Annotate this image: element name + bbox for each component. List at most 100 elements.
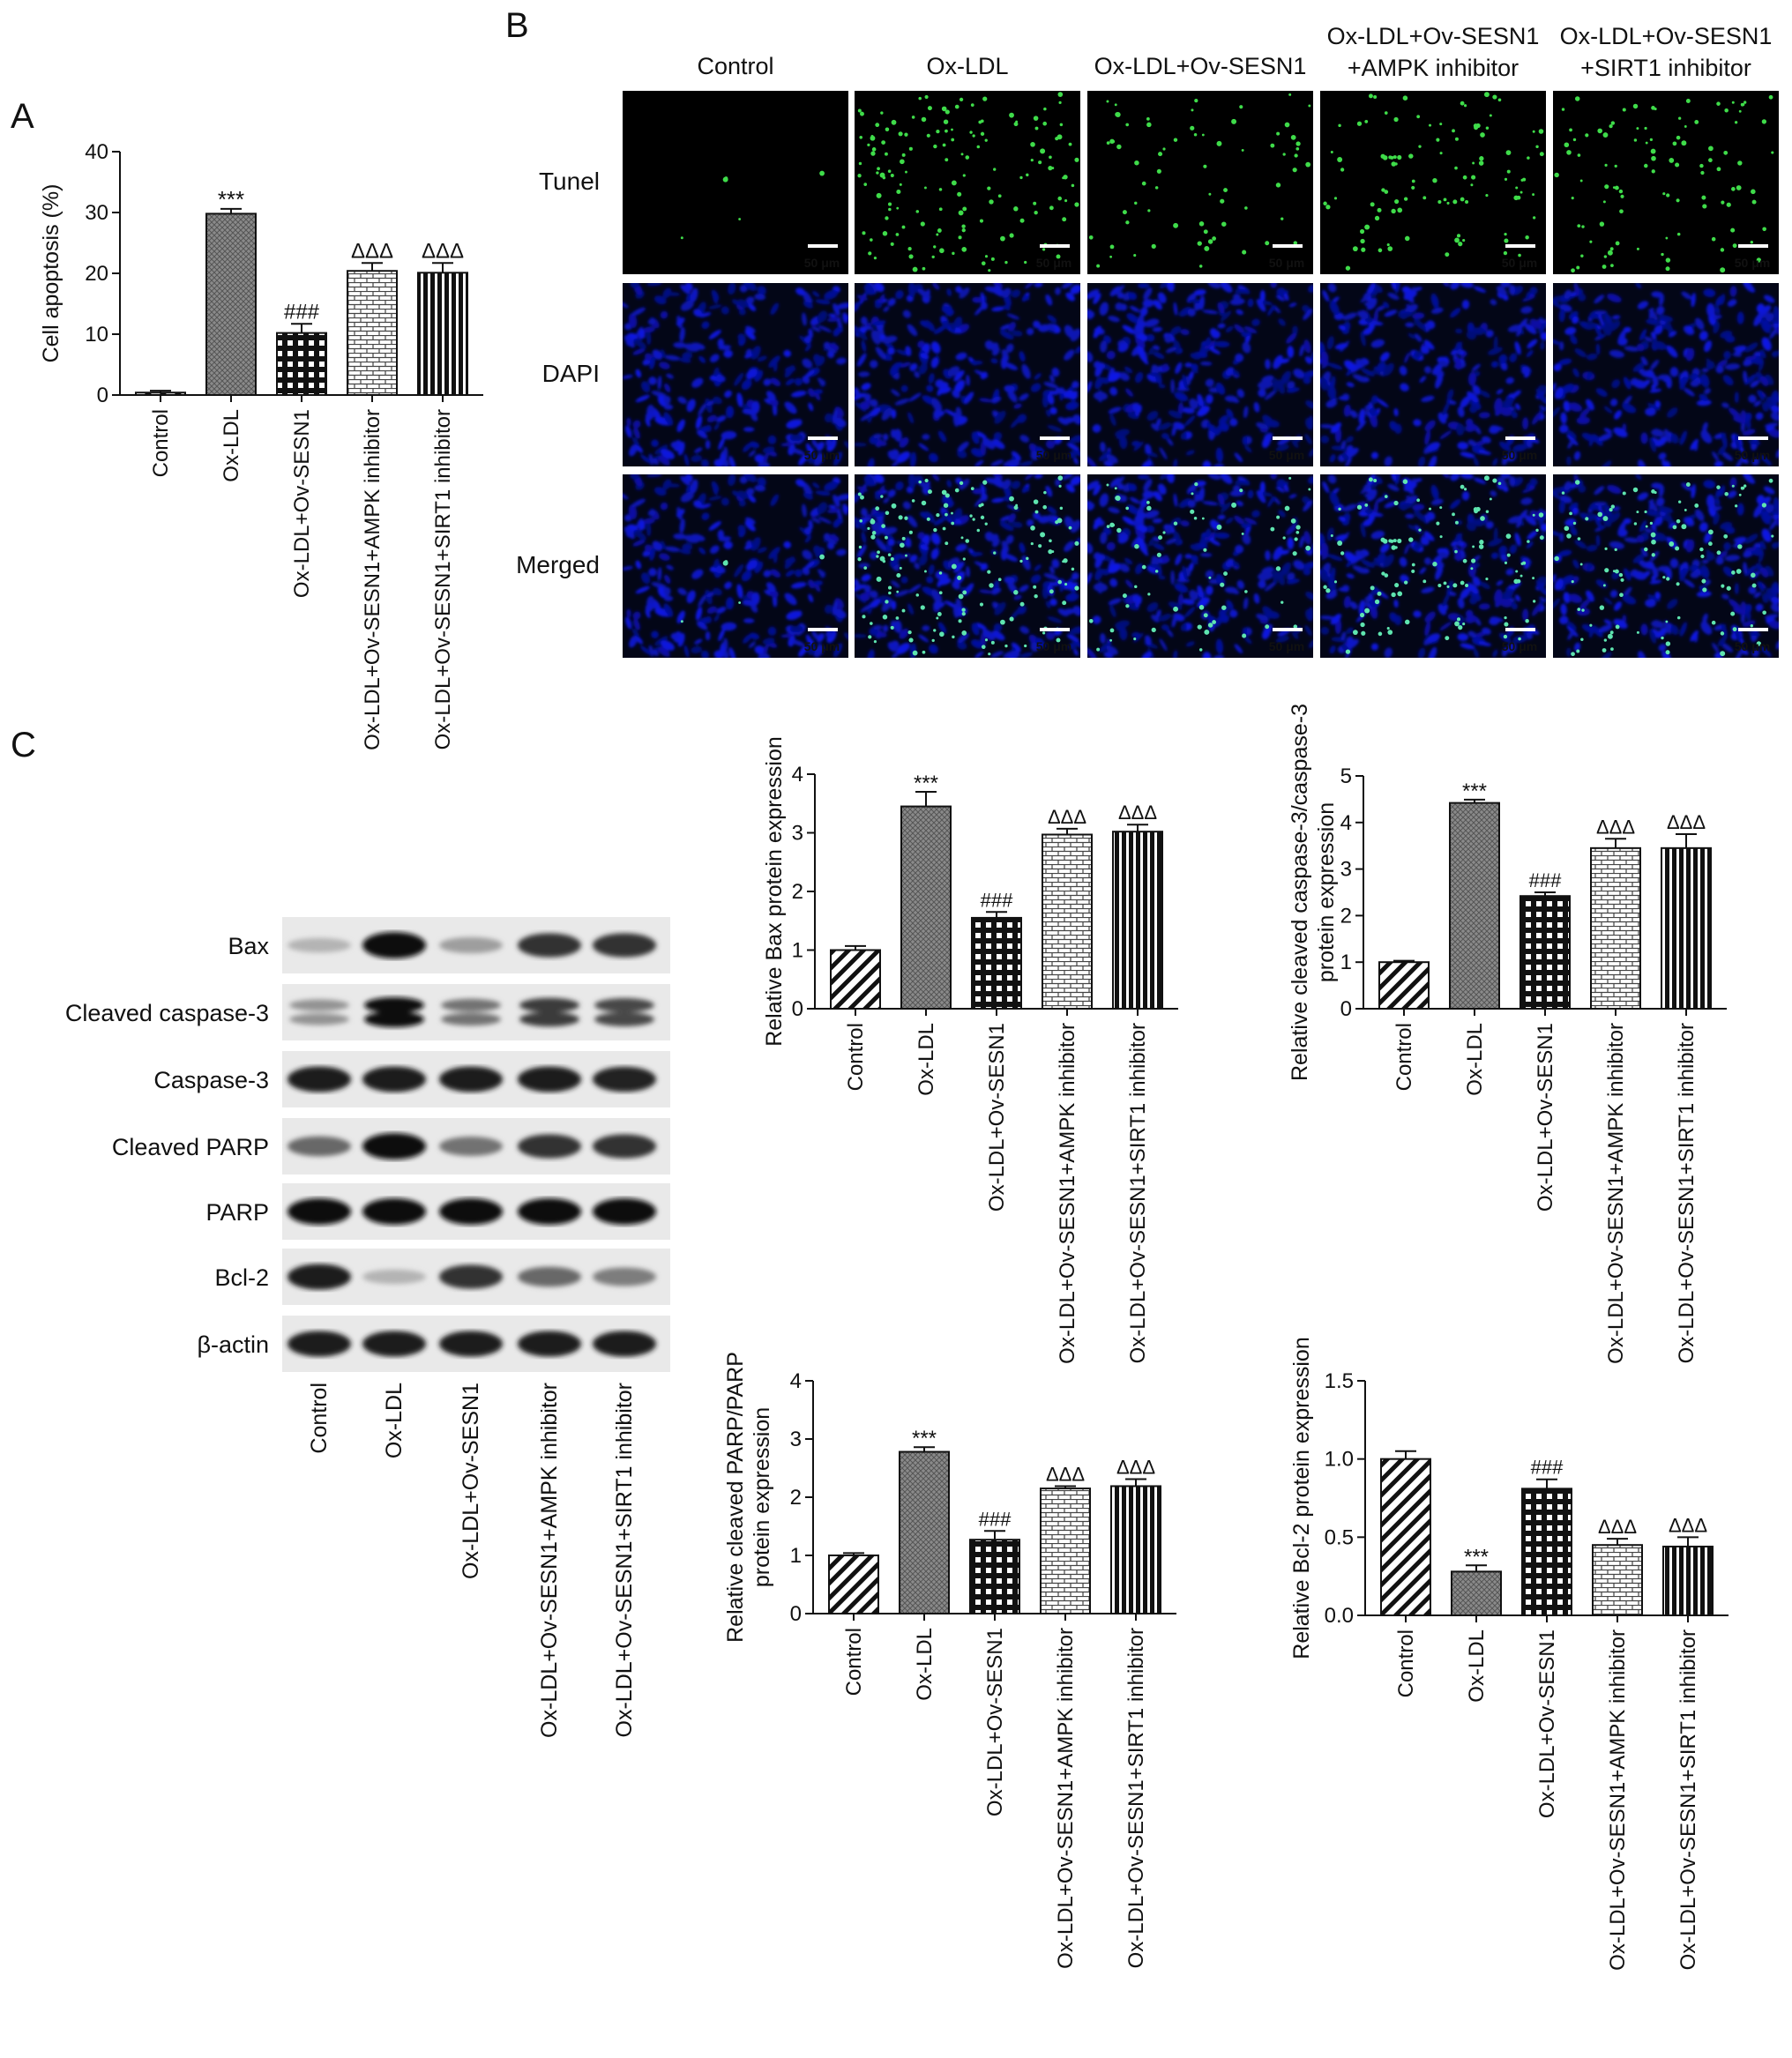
- apoptotic-cell: [965, 155, 970, 160]
- apoptotic-cell: [1603, 255, 1608, 258]
- apoptotic-cell: [1654, 490, 1657, 495]
- apoptotic-cell: [1539, 535, 1544, 541]
- column-header: Ox-LDL+Ov-SESN1: [1094, 53, 1307, 79]
- apoptotic-cell: [1472, 545, 1475, 548]
- apoptotic-cell: [1610, 121, 1616, 125]
- apoptotic-cell: [859, 518, 863, 523]
- apoptotic-cell: [1571, 652, 1575, 657]
- apoptotic-cell: [1325, 588, 1331, 593]
- apoptotic-cell: [1454, 137, 1459, 141]
- apoptotic-cell: [1220, 198, 1225, 204]
- apoptotic-cell: [915, 593, 920, 597]
- apoptotic-cell: [1445, 252, 1450, 257]
- apoptotic-cell: [959, 481, 964, 486]
- apoptotic-cell: [1632, 487, 1639, 493]
- apoptotic-cell: [870, 534, 876, 540]
- bar: [1662, 1545, 1714, 1617]
- apoptotic-cell: [1480, 132, 1485, 138]
- blot-band: [439, 1264, 503, 1289]
- apoptotic-cell: [1724, 108, 1729, 113]
- apoptotic-cell: [819, 170, 825, 176]
- apoptotic-cell: [1649, 138, 1654, 142]
- apoptotic-cell: [1515, 186, 1519, 190]
- apoptotic-cell: [1731, 570, 1736, 575]
- bar: [971, 916, 1022, 1010]
- apoptotic-cell: [1393, 116, 1399, 123]
- apoptotic-cell: [1561, 491, 1565, 495]
- apoptotic-cell: [1203, 229, 1208, 235]
- bar: [1378, 961, 1430, 1010]
- apoptotic-cell: [1532, 577, 1535, 580]
- apoptotic-cell: [857, 492, 862, 496]
- blot-row: [282, 1316, 670, 1372]
- apoptotic-cell: [1632, 103, 1639, 109]
- chart-cell-apoptosis: 0 10 20 30 40 Cell apoptosis (%) Control *** Ox-…: [39, 140, 483, 750]
- apoptotic-cell: [1158, 152, 1163, 157]
- apoptotic-cell: [1058, 101, 1062, 104]
- apoptotic-cell: [1397, 591, 1403, 597]
- apoptotic-cell: [990, 640, 995, 645]
- apoptotic-cell: [1731, 484, 1735, 488]
- scale-bar: [808, 436, 838, 440]
- apoptotic-cell: [1571, 197, 1574, 200]
- blot-row: [282, 1051, 670, 1107]
- apoptotic-cell: [1734, 121, 1738, 124]
- apoptotic-cell: [1397, 154, 1402, 160]
- bar: [205, 213, 257, 396]
- micrograph-merged: 50 μm: [1087, 474, 1313, 658]
- apoptotic-cell: [1386, 627, 1390, 630]
- apoptotic-cell: [1504, 616, 1507, 620]
- apoptotic-cell: [1125, 506, 1130, 511]
- apoptotic-cell: [1361, 247, 1366, 252]
- apoptotic-cell: [1338, 123, 1341, 128]
- apoptotic-cell: [1708, 529, 1714, 535]
- apoptotic-cell: [1701, 578, 1706, 584]
- y-tick-label: 1: [792, 939, 803, 963]
- apoptotic-cell: [1198, 605, 1205, 610]
- apoptotic-cell: [1661, 636, 1664, 640]
- apoptotic-cell: [1665, 641, 1671, 646]
- apoptotic-cell: [951, 138, 955, 142]
- apoptotic-cell: [1114, 103, 1117, 107]
- apoptotic-cell: [860, 111, 864, 116]
- apoptotic-cell: [1602, 265, 1607, 269]
- apoptotic-cell: [942, 143, 946, 147]
- apoptotic-cell: [1062, 217, 1067, 222]
- apoptotic-cell: [1676, 615, 1681, 620]
- apoptotic-cell: [1604, 547, 1608, 550]
- column-header: +AMPK inhibitor: [1348, 55, 1519, 81]
- apoptotic-cell: [921, 500, 927, 506]
- apoptotic-cell: [1620, 194, 1624, 198]
- apoptotic-cell: [1497, 481, 1502, 486]
- apoptotic-cell: [1515, 570, 1519, 573]
- apoptotic-cell: [1337, 541, 1343, 546]
- apoptotic-cell: [1394, 582, 1400, 588]
- apoptotic-cell: [1056, 254, 1061, 259]
- apoptotic-cell: [1751, 583, 1757, 588]
- apoptotic-cell: [857, 174, 862, 178]
- apoptotic-cell: [1146, 117, 1150, 121]
- apoptotic-cell: [1471, 558, 1476, 563]
- apoptotic-cell: [1520, 178, 1524, 182]
- apoptotic-cell: [908, 638, 914, 643]
- apoptotic-cell: [1716, 485, 1721, 489]
- apoptotic-cell: [1720, 267, 1726, 273]
- significance-label: ###: [284, 300, 320, 324]
- apoptotic-cell: [1043, 490, 1047, 495]
- apoptotic-cell: [951, 521, 955, 526]
- apoptotic-cell: [1030, 541, 1034, 546]
- apoptotic-cell: [876, 576, 882, 582]
- apoptotic-cell: [1503, 634, 1508, 639]
- apoptotic-cell: [911, 499, 915, 503]
- apoptotic-cell: [1043, 107, 1047, 111]
- apoptotic-cell: [1723, 533, 1729, 539]
- micrograph-merged: 50 μm: [623, 474, 848, 658]
- blot-lane-label: Control: [307, 1383, 332, 1454]
- apoptotic-cell: [1231, 118, 1237, 124]
- apoptotic-cell: [1391, 208, 1396, 214]
- apoptotic-cell: [1761, 119, 1767, 124]
- apoptotic-cell: [941, 106, 947, 112]
- apoptotic-cell: [1057, 92, 1064, 97]
- x-tick-label: Ox-LDL+Ov-SESN1+SIRT1 inhibitor: [1676, 1629, 1700, 1970]
